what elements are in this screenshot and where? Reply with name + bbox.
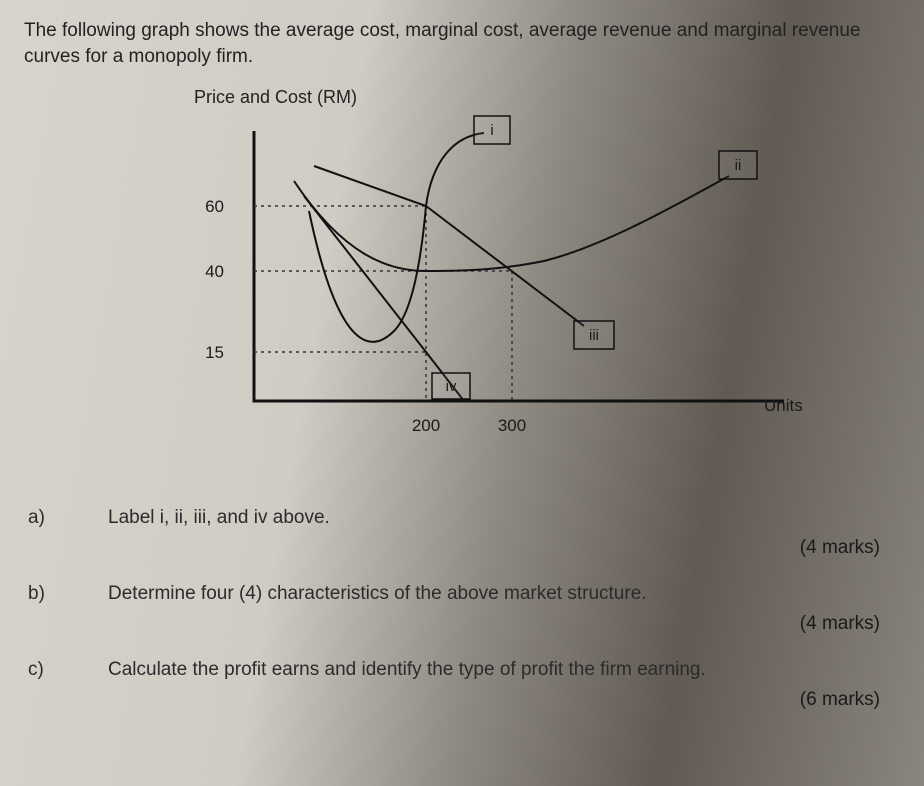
x-axis-label: Units xyxy=(764,396,803,415)
question-b-marks: (4 marks) xyxy=(28,613,890,635)
label-ii: ii xyxy=(735,157,742,174)
questions-block: a) Label i, ii, iii, and iv above. (4 ma… xyxy=(24,507,900,711)
y-tick-60: 60 xyxy=(205,197,224,216)
question-a-marks: (4 marks) xyxy=(28,537,890,559)
x-tick-300: 300 xyxy=(498,416,526,435)
question-b-letter: b) xyxy=(28,583,108,605)
label-iii: iii xyxy=(589,327,599,344)
y-tick-40: 40 xyxy=(205,262,224,281)
question-c-marks: (6 marks) xyxy=(28,689,890,711)
curve-iv-mr xyxy=(304,196,464,401)
question-c-letter: c) xyxy=(28,659,108,681)
x-tick-200: 200 xyxy=(412,416,440,435)
question-a-letter: a) xyxy=(28,507,108,529)
question-b-row: b) Determine four (4) characteristics of… xyxy=(28,583,890,605)
economics-chart: 60 40 15 200 300 Units xyxy=(164,111,864,461)
question-a-row: a) Label i, ii, iii, and iv above. xyxy=(28,507,890,529)
curve-ii-ac xyxy=(294,176,729,271)
chart-y-axis-title: Price and Cost (RM) xyxy=(194,87,357,108)
question-b-text: Determine four (4) characteristics of th… xyxy=(108,583,890,605)
exam-question-page: The following graph shows the average co… xyxy=(0,0,924,786)
y-tick-15: 15 xyxy=(205,343,224,362)
chart-container: Price and Cost (RM) 60 40 15 200 300 Uni… xyxy=(164,87,864,467)
label-iv: iv xyxy=(446,378,457,395)
curve-iii-ar xyxy=(314,166,584,326)
question-c-row: c) Calculate the profit earns and identi… xyxy=(28,659,890,681)
intro-text: The following graph shows the average co… xyxy=(24,18,900,69)
question-c-text: Calculate the profit earns and identify … xyxy=(108,659,890,681)
label-i: i xyxy=(490,122,493,139)
question-a-text: Label i, ii, iii, and iv above. xyxy=(108,507,890,529)
